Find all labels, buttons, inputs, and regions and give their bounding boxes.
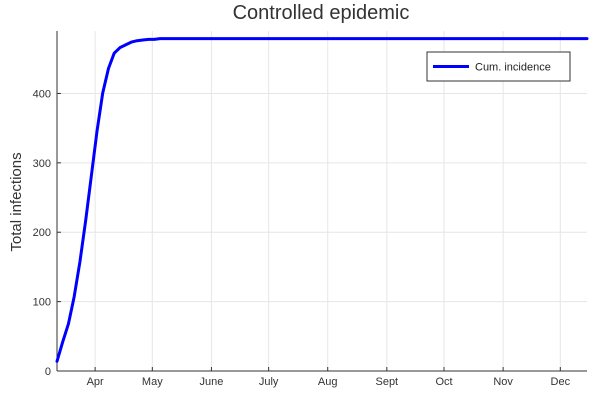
y-tick-label: 300 xyxy=(33,158,51,170)
x-tick-label: Dec xyxy=(551,376,571,388)
y-axis-label: Total infections xyxy=(8,152,25,251)
x-tick-label: Nov xyxy=(493,376,513,388)
axes xyxy=(56,31,587,372)
x-tick-label: May xyxy=(142,376,163,388)
series-group xyxy=(55,37,589,363)
gridlines xyxy=(57,31,587,372)
y-tick-label: 100 xyxy=(33,297,51,309)
legend-label: Cum. incidence xyxy=(475,62,551,74)
x-ticks: Apr May June July Aug Sept Oct Nov Dec xyxy=(87,367,571,388)
x-tick-label: July xyxy=(259,376,279,388)
chart-title: Controlled epidemic xyxy=(233,2,410,24)
y-ticks: 0 100 200 300 400 xyxy=(33,88,61,378)
legend: Cum. incidence xyxy=(426,51,571,82)
x-tick-label: Apr xyxy=(87,376,104,388)
y-tick-label: 400 xyxy=(33,88,51,100)
x-tick-label: Aug xyxy=(318,376,338,388)
x-tick-label: June xyxy=(199,376,223,388)
y-tick-label: 0 xyxy=(45,366,51,378)
y-tick-label: 200 xyxy=(33,227,51,239)
x-tick-label: Sept xyxy=(375,376,398,388)
series-line-cum-incidence xyxy=(55,37,589,363)
x-tick-label: Oct xyxy=(435,376,452,388)
